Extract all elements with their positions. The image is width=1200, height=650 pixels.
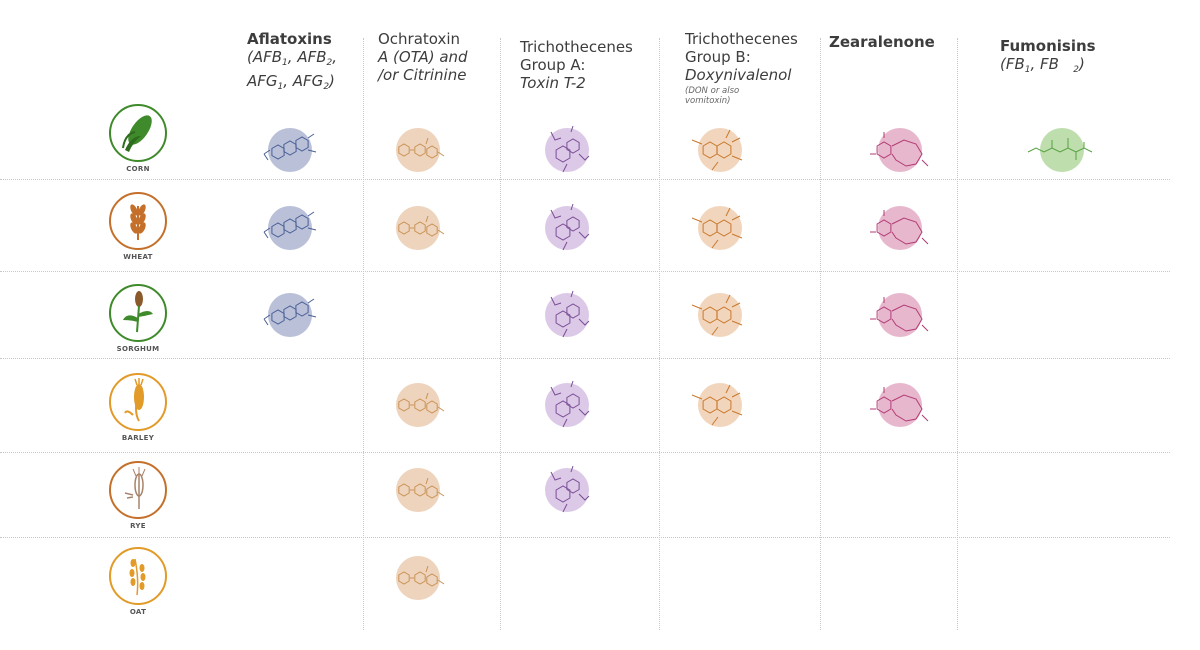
fumonisins-molecule-corn: [1024, 120, 1100, 184]
column-divider: [659, 38, 660, 630]
barley-icon: [109, 373, 167, 431]
trichoB-title-2: Group B:: [685, 48, 751, 66]
row-divider: [0, 358, 1170, 359]
crop-row-wheat: WHEAT: [106, 192, 170, 261]
trichoA-molecule-corn: [529, 120, 605, 184]
ochratoxin-molecule-rye: [380, 460, 456, 524]
aflatoxins-subtitle-line1: (AFB1, AFB2,: [247, 48, 338, 68]
ochratoxin-molecule-barley: [380, 375, 456, 439]
aflatoxins-molecule-corn: [252, 120, 328, 184]
trichoB-molecule-wheat: [682, 198, 758, 262]
zearalenone-molecule-barley: [862, 375, 938, 439]
crop-row-barley: BARLEY: [106, 373, 170, 442]
oat-icon: [109, 547, 167, 605]
trichoB-molecule-barley: [682, 375, 758, 439]
row-divider: [0, 179, 1170, 180]
column-divider: [363, 38, 364, 630]
column-divider: [957, 38, 958, 630]
header-aflatoxins: Aflatoxins (AFB1, AFB2, AFG1, AFG2): [247, 30, 337, 96]
fumonisins-subtitle: (FB1, FB 2): [1000, 55, 1085, 75]
trichoA-title-2: Group A:: [520, 56, 586, 74]
ochratoxin-molecule-wheat: [380, 198, 456, 262]
fumonisins-title: Fumonisins: [1000, 37, 1096, 55]
ochratoxin-subtitle-1: A (OTA) and: [378, 48, 468, 66]
trichoB-molecule-corn: [682, 120, 758, 184]
wheat-icon: [109, 192, 167, 250]
aflatoxins-molecule-wheat: [252, 198, 328, 262]
trichoB-note-1: (DON or also: [685, 86, 740, 96]
row-divider: [0, 271, 1170, 272]
zearalenone-title: Zearalenone: [829, 33, 935, 51]
rye-label: RYE: [130, 522, 146, 530]
zearalenone-molecule-sorghum: [862, 285, 938, 349]
aflatoxins-subtitle-line2: AFG1, AFG2): [247, 72, 335, 92]
zearalenone-molecule-corn: [862, 120, 938, 184]
trichoB-title-1: Trichothecenes: [685, 30, 798, 48]
wheat-label: WHEAT: [123, 253, 153, 261]
oat-label: OAT: [129, 608, 147, 616]
trichoB-molecule-sorghum: [682, 285, 758, 349]
column-divider: [820, 38, 821, 630]
header-trichothecenes-a: Trichothecenes Group A: Toxin T-2: [520, 38, 633, 92]
trichoA-molecule-sorghum: [529, 285, 605, 349]
trichoB-note-2: vomitoxin): [685, 96, 731, 106]
ochratoxin-subtitle-2: /or Citrinine: [378, 66, 467, 84]
trichoA-title-1: Trichothecenes: [520, 38, 633, 56]
ochratoxin-title: Ochratoxin: [378, 30, 461, 48]
ochratoxin-molecule-corn: [380, 120, 456, 184]
trichoB-subtitle: Doxynivalenol: [685, 66, 792, 84]
column-divider: [500, 38, 501, 630]
barley-label: BARLEY: [121, 434, 155, 442]
trichoA-molecule-barley: [529, 375, 605, 439]
aflatoxins-title: Aflatoxins: [247, 30, 332, 48]
trichoA-molecule-rye: [529, 460, 605, 524]
row-divider: [0, 537, 1170, 538]
crop-row-oat: OAT: [106, 547, 170, 616]
crop-row-rye: RYE: [106, 461, 170, 530]
row-divider: [0, 452, 1170, 453]
trichoA-subtitle: Toxin T-2: [520, 74, 586, 92]
corn-label: CORN: [126, 165, 150, 173]
corn-icon: [109, 104, 167, 162]
trichoA-molecule-wheat: [529, 198, 605, 262]
header-fumonisins: Fumonisins (FB1, FB 2): [1000, 37, 1096, 79]
rye-icon: [109, 461, 167, 519]
ochratoxin-molecule-oat: [380, 548, 456, 612]
header-trichothecenes-b: Trichothecenes Group B: Doxynivalenol (D…: [685, 30, 798, 106]
crop-row-corn: CORN: [106, 104, 170, 173]
sorghum-label: SORGHUM: [116, 345, 160, 353]
aflatoxins-molecule-sorghum: [252, 285, 328, 349]
sorghum-icon: [109, 284, 167, 342]
header-zearalenone: Zearalenone: [829, 33, 935, 51]
header-ochratoxin: Ochratoxin A (OTA) and /or Citrinine: [378, 30, 468, 84]
zearalenone-molecule-wheat: [862, 198, 938, 262]
crop-row-sorghum: SORGHUM: [106, 284, 170, 353]
